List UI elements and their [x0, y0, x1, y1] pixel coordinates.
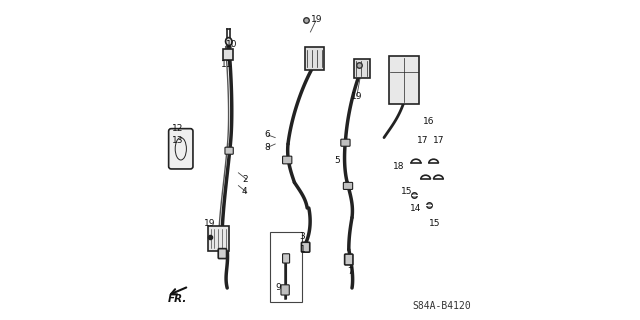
Text: 16: 16 [423, 117, 435, 126]
FancyBboxPatch shape [283, 156, 292, 164]
FancyBboxPatch shape [305, 47, 324, 70]
Text: 3: 3 [300, 232, 305, 241]
Text: 5: 5 [335, 156, 340, 164]
Text: 14: 14 [410, 204, 422, 212]
Text: S84A-B4120: S84A-B4120 [412, 300, 471, 311]
Text: 2: 2 [242, 175, 248, 184]
Text: 6: 6 [264, 130, 270, 139]
Text: 18: 18 [393, 162, 404, 171]
Text: 19: 19 [351, 92, 362, 100]
FancyBboxPatch shape [354, 59, 370, 78]
Text: 9: 9 [276, 284, 281, 292]
Ellipse shape [225, 38, 232, 45]
FancyBboxPatch shape [169, 129, 193, 169]
Text: 4: 4 [242, 188, 248, 196]
FancyBboxPatch shape [281, 285, 289, 295]
Text: 7: 7 [348, 268, 353, 276]
Text: 15: 15 [429, 220, 441, 228]
Text: 17: 17 [417, 136, 428, 145]
Text: FR.: FR. [168, 294, 188, 304]
Text: 11: 11 [221, 60, 233, 68]
FancyBboxPatch shape [301, 242, 310, 252]
Text: 12: 12 [172, 124, 183, 132]
Text: 1: 1 [300, 245, 305, 254]
Text: 10: 10 [227, 40, 237, 49]
FancyBboxPatch shape [344, 254, 353, 265]
Text: 19: 19 [204, 220, 215, 228]
FancyBboxPatch shape [340, 139, 350, 146]
FancyBboxPatch shape [225, 147, 234, 154]
Text: 15: 15 [401, 188, 412, 196]
FancyBboxPatch shape [388, 56, 419, 104]
Bar [270, 232, 302, 302]
Text: 8: 8 [264, 143, 270, 152]
Text: 17: 17 [433, 136, 444, 145]
FancyBboxPatch shape [218, 249, 227, 259]
FancyBboxPatch shape [283, 254, 290, 263]
FancyBboxPatch shape [344, 182, 353, 189]
FancyBboxPatch shape [223, 49, 233, 60]
FancyBboxPatch shape [208, 226, 229, 251]
Text: 13: 13 [172, 136, 183, 145]
Text: 19: 19 [311, 15, 323, 24]
